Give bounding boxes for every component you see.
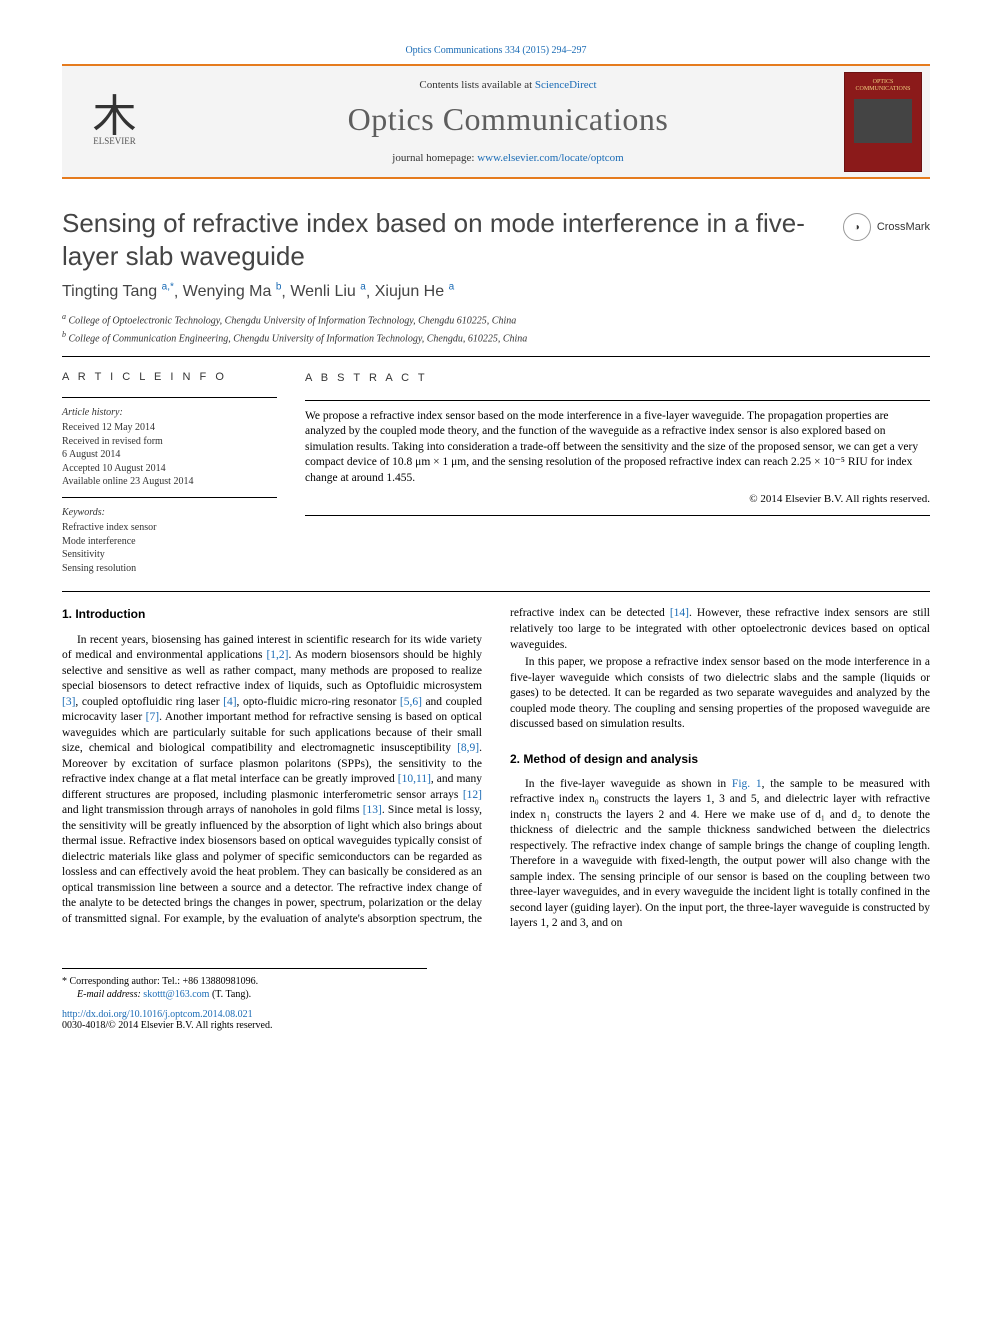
email-line: E-mail address: skottt@163.com (T. Tang)… <box>62 988 427 1001</box>
top-citation-link[interactable]: Optics Communications 334 (2015) 294–297 <box>405 45 586 56</box>
journal-homepage-link[interactable]: www.elsevier.com/locate/optcom <box>477 152 624 164</box>
author-2: Wenli Liu a <box>290 283 366 300</box>
fig-1-ref[interactable]: Fig. 1 <box>732 778 762 790</box>
top-citation: Optics Communications 334 (2015) 294–297 <box>62 45 930 56</box>
method-paragraph-1: In the five-layer waveguide as shown in … <box>510 777 930 932</box>
crossmark-icon: ◑ <box>843 213 871 241</box>
article-info-heading: A R T I C L E I N F O <box>62 371 277 383</box>
cite-4[interactable]: [4] <box>223 696 236 708</box>
abstract: A B S T R A C T We propose a refractive … <box>305 371 930 576</box>
sciencedirect-link[interactable]: ScienceDirect <box>535 79 597 91</box>
paper-title: Sensing of refractive index based on mod… <box>62 207 843 272</box>
homepage-line: journal homepage: www.elsevier.com/locat… <box>172 152 844 164</box>
corresponding-author: * Corresponding author: Tel.: +86 138809… <box>62 975 427 988</box>
journal-cover: OPTICS COMMUNICATIONS <box>844 72 922 172</box>
keywords-label: Keywords: <box>62 506 277 520</box>
divider-top <box>62 356 930 357</box>
journal-title: Optics Communications <box>172 101 844 138</box>
author-1: Wenying Ma b <box>183 283 282 300</box>
authors-line: Tingting Tang a,*, Wenying Ma b, Wenli L… <box>62 282 930 301</box>
doi-link[interactable]: http://dx.doi.org/10.1016/j.optcom.2014.… <box>62 1009 253 1020</box>
intro-paragraph-2: In this paper, we propose a refractive i… <box>510 655 930 733</box>
section-intro-heading: 1. Introduction <box>62 606 482 622</box>
author-3: Xiujun He a <box>375 283 454 300</box>
history-label: Article history: <box>62 406 277 420</box>
article-info: A R T I C L E I N F O Article history: R… <box>62 371 277 576</box>
cover-art-icon <box>854 99 912 143</box>
history-text: Received 12 May 2014 Received in revised… <box>62 421 277 489</box>
affiliations: a College of Optoelectronic Technology, … <box>62 311 930 346</box>
elsevier-tree-icon: ⽊ <box>93 97 137 137</box>
cite-14[interactable]: [14] <box>670 607 689 619</box>
author-0: Tingting Tang a,* <box>62 283 174 300</box>
body-columns: 1. Introduction In recent years, biosens… <box>62 606 930 931</box>
journal-header: ⽊ ELSEVIER Contents lists available at S… <box>62 64 930 179</box>
keywords-text: Refractive index sensor Mode interferenc… <box>62 521 277 575</box>
abstract-heading: A B S T R A C T <box>305 371 930 386</box>
cite-12[interactable]: [12] <box>463 789 482 801</box>
abstract-copyright: © 2014 Elsevier B.V. All rights reserved… <box>305 492 930 507</box>
header-center: Contents lists available at ScienceDirec… <box>172 79 844 164</box>
cite-1-2[interactable]: [1,2] <box>266 649 288 661</box>
footnotes: * Corresponding author: Tel.: +86 138809… <box>62 968 427 1001</box>
publisher-logo: ⽊ ELSEVIER <box>67 74 162 169</box>
cite-13[interactable]: [13] <box>363 804 382 816</box>
cite-10-11[interactable]: [10,11] <box>398 773 431 785</box>
crossmark-badge[interactable]: ◑ CrossMark <box>843 213 930 241</box>
issn-copyright: 0030-4018/© 2014 Elsevier B.V. All right… <box>62 1020 930 1031</box>
cite-7[interactable]: [7] <box>146 711 159 723</box>
cite-3[interactable]: [3] <box>62 696 75 708</box>
email-link[interactable]: skottt@163.com <box>143 989 209 1000</box>
section-method-heading: 2. Method of design and analysis <box>510 751 930 767</box>
cite-8-9[interactable]: [8,9] <box>457 742 479 754</box>
divider-mid <box>62 591 930 592</box>
publisher-name: ELSEVIER <box>93 136 137 146</box>
abstract-text: We propose a refractive index sensor bas… <box>305 409 930 487</box>
doi-line: http://dx.doi.org/10.1016/j.optcom.2014.… <box>62 1009 930 1020</box>
contents-line: Contents lists available at ScienceDirec… <box>172 79 844 91</box>
cite-5-6[interactable]: [5,6] <box>400 696 422 708</box>
